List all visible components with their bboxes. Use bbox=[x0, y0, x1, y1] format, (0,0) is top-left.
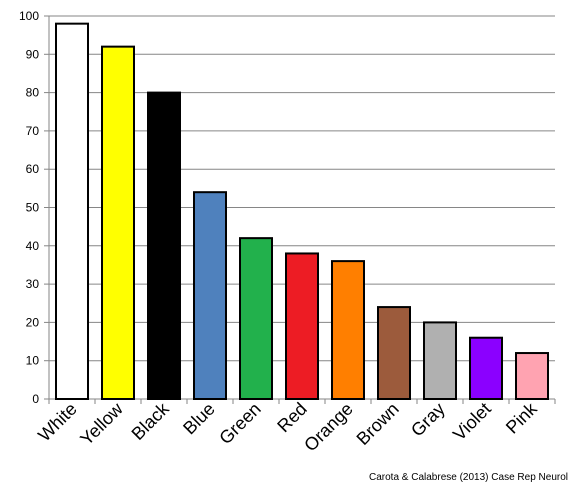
y-tick-label: 30 bbox=[26, 277, 40, 291]
bars bbox=[55, 22, 549, 401]
y-tick-label: 10 bbox=[26, 354, 40, 368]
x-tick-label: Red bbox=[273, 399, 310, 436]
y-tick-label: 60 bbox=[26, 162, 40, 176]
y-tick-label: 80 bbox=[26, 86, 40, 100]
x-tick-label: Orange bbox=[300, 399, 357, 456]
bar-green bbox=[239, 237, 273, 400]
bar-pink bbox=[515, 352, 549, 401]
x-tick-label: Blue bbox=[179, 399, 219, 439]
bar-brown bbox=[377, 306, 411, 400]
bar-blue bbox=[193, 191, 227, 400]
y-tick-label: 40 bbox=[26, 239, 40, 253]
bar-orange bbox=[331, 260, 365, 400]
y-tick-label: 70 bbox=[26, 124, 40, 138]
x-tick-label: Brown bbox=[353, 399, 403, 449]
bar-red bbox=[285, 252, 319, 400]
bar-gray bbox=[423, 321, 457, 400]
y-tick-labels: 0 10 20 30 40 50 60 70 80 90 100 bbox=[19, 9, 39, 406]
bar-white bbox=[55, 22, 89, 400]
x-tick-label: Yellow bbox=[76, 398, 127, 449]
y-tick-label: 0 bbox=[32, 392, 39, 406]
x-tick-label: Black bbox=[128, 398, 174, 444]
x-tick-label: White bbox=[34, 399, 81, 446]
x-tick-label: Green bbox=[215, 399, 265, 449]
y-tick-label: 50 bbox=[26, 201, 40, 215]
y-tick-label: 20 bbox=[26, 315, 40, 329]
y-tick-label: 100 bbox=[19, 9, 39, 23]
x-tick-label: Violet bbox=[449, 399, 495, 445]
bar-black bbox=[147, 91, 181, 400]
x-tick-label: Gray bbox=[407, 399, 449, 441]
y-tick-label: 90 bbox=[26, 47, 40, 61]
bar-yellow bbox=[101, 45, 135, 400]
bar-violet bbox=[469, 336, 503, 400]
source-annotation: Carota & Calabrese (2013) Case Rep Neuro… bbox=[369, 472, 568, 483]
x-tick-label: Pink bbox=[502, 398, 542, 438]
